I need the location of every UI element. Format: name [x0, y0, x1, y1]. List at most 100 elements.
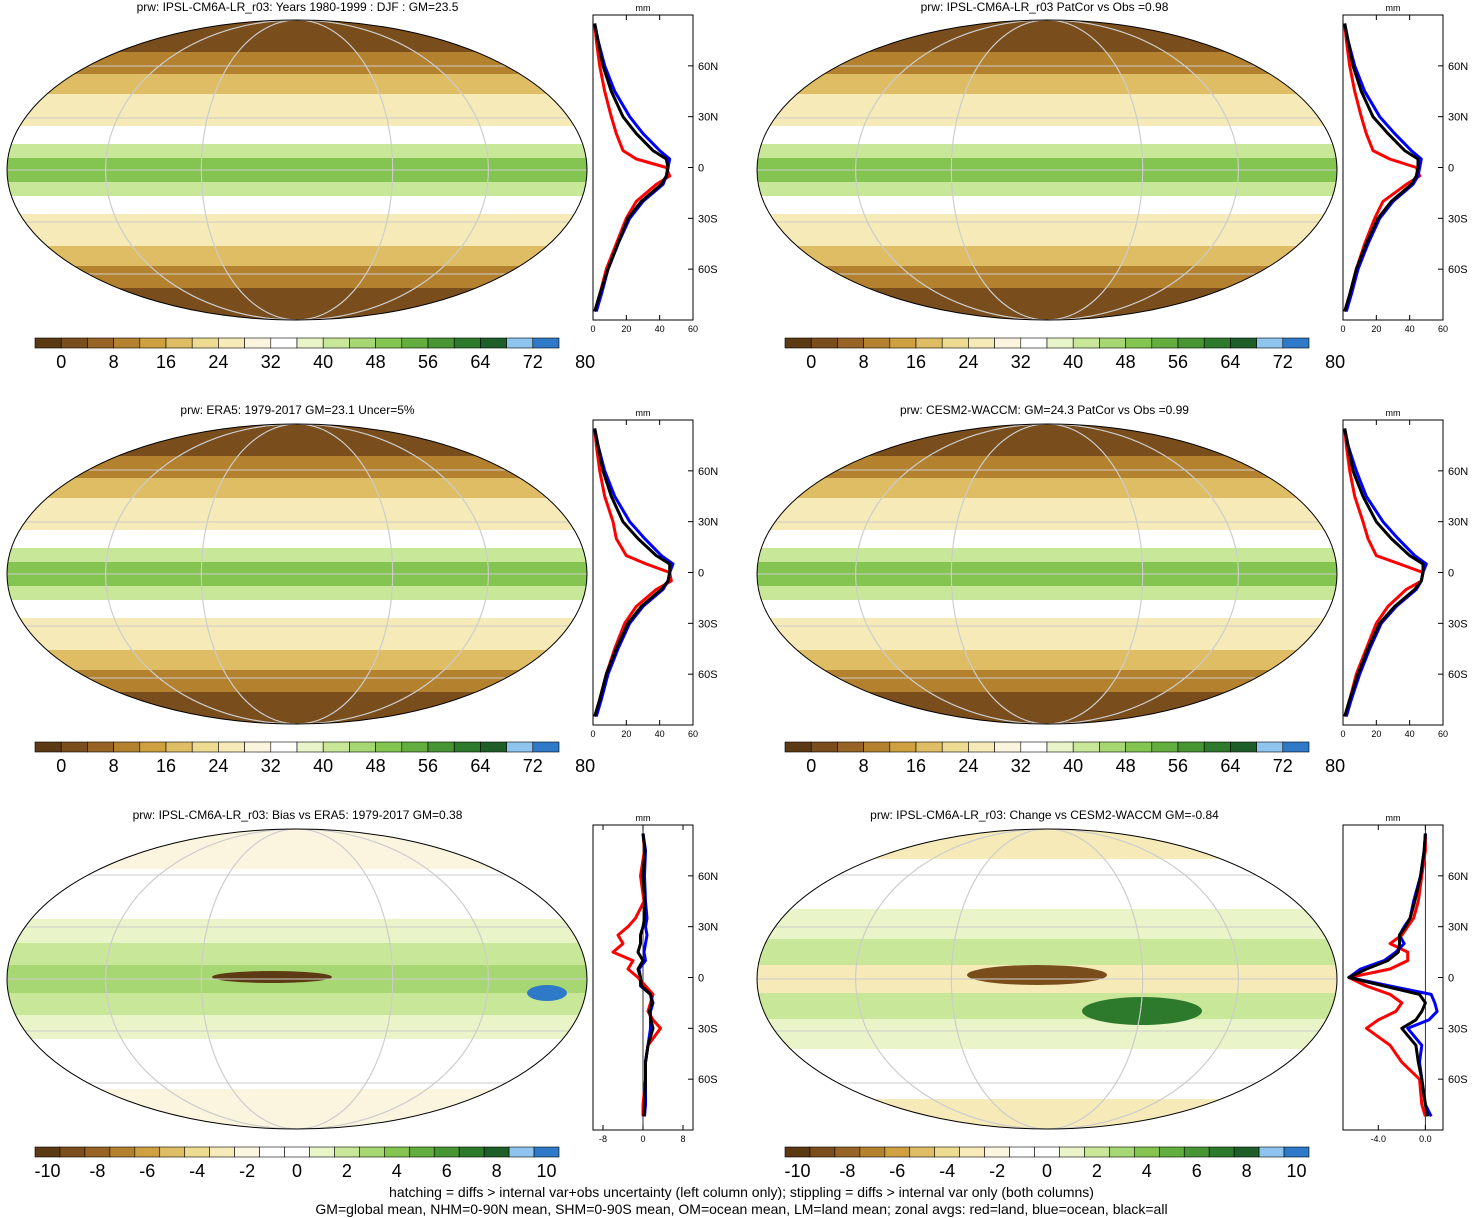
zonal-x-tick-label: 8 — [680, 1134, 685, 1144]
colorbar-swatch — [191, 741, 219, 753]
panel-1-zonal-profile: mm 60N 30N 0 30S 60S 0 20 40 60 — [590, 3, 718, 334]
colorbar-swatch — [810, 741, 838, 753]
colorbar-swatch — [1282, 741, 1310, 753]
colorbar-swatch — [334, 1146, 360, 1158]
colorbar-swatch — [1256, 741, 1284, 753]
zonal-lat-tick-label: 0 — [698, 973, 704, 985]
footer-line-2: GM=global mean, NHM=0-90N mean, SHM=0-90… — [315, 1201, 1168, 1217]
colorbar-tick-label: 72 — [523, 756, 543, 776]
colorbar-swatch — [1059, 1146, 1085, 1158]
zonal-lat-tick-label: 60S — [1448, 1074, 1468, 1086]
zonal-lat-tick-label: 30N — [698, 112, 718, 124]
colorbar-swatch — [968, 741, 995, 753]
zonal-lat-tick-label: 60N — [1448, 871, 1468, 883]
colorbar-tick-label: 48 — [366, 352, 386, 372]
zonal-lat-tick-label: 30N — [698, 517, 718, 529]
colorbar-tick-label: 56 — [418, 352, 438, 372]
zonal-lat-tick-label: 30S — [1448, 213, 1468, 225]
colorbar-tick-label: 0 — [292, 1161, 302, 1181]
colorbar-swatch — [1009, 1146, 1035, 1158]
colorbar-swatch — [1256, 337, 1284, 349]
zonal-x-tick-label: -4.0 — [1371, 1134, 1387, 1144]
panel-3-colorbar: 0 8 16 24 32 40 48 56 64 72 80 — [34, 741, 595, 776]
graticule-line — [950, 20, 1144, 320]
colorbar-tick-label: 56 — [1168, 352, 1188, 372]
graticule-line — [950, 424, 1144, 724]
colorbar-swatch — [234, 1146, 260, 1158]
zonal-lat-tick-label: 60S — [1448, 669, 1468, 681]
colorbar-swatch — [1046, 337, 1074, 349]
colorbar-swatch — [1177, 741, 1205, 753]
colorbar-swatch — [863, 741, 891, 753]
colorbar-tick-label: -8 — [89, 1161, 105, 1181]
colorbar-swatch — [984, 1146, 1010, 1158]
colorbar-swatch — [159, 1146, 186, 1158]
zonal-x-tick-label: 0 — [1340, 729, 1345, 739]
zonal-unit-label: mm — [1386, 3, 1401, 13]
colorbar-tick-label: 32 — [1011, 756, 1031, 776]
colorbar-swatch — [349, 337, 376, 349]
zonal-lat-tick-label: 0 — [1448, 163, 1454, 175]
map-anomaly — [527, 985, 567, 1001]
colorbar-tick-label: 48 — [1116, 756, 1136, 776]
zonal-lat-tick-label: 0 — [698, 163, 704, 175]
colorbar-swatch — [837, 337, 864, 349]
colorbar-tick-label: -8 — [839, 1161, 855, 1181]
colorbar-tick-label: 0 — [56, 756, 66, 776]
graticule-line — [200, 20, 394, 320]
colorbar-tick-label: 16 — [156, 756, 176, 776]
colorbar-swatch — [1183, 1146, 1210, 1158]
colorbar-swatch — [433, 1146, 460, 1158]
colorbar-swatch — [359, 1146, 385, 1158]
colorbar-swatch — [309, 1146, 335, 1158]
colorbar-swatch — [863, 337, 891, 349]
colorbar-swatch — [837, 741, 864, 753]
zonal-x-tick-label: 0 — [640, 1134, 645, 1144]
zonal-x-tick-label: -8 — [599, 1134, 607, 1144]
zonal-x-tick-label: 60 — [1438, 729, 1448, 739]
colorbar-tick-label: 72 — [1273, 352, 1293, 372]
panel-1-colorbar: 0 8 16 24 32 40 48 56 64 72 80 — [34, 337, 595, 372]
colorbar-swatch — [1125, 741, 1153, 753]
colorbar-swatch — [184, 1146, 210, 1158]
zonal-x-tick-label: 60 — [1438, 324, 1448, 334]
zonal-lat-tick-label: 60S — [1448, 264, 1468, 276]
panel-6-colorbar: -10 -8 -6 -4 -2 0 2 4 6 8 10 — [784, 1146, 1310, 1181]
panel-4-map — [756, 423, 1338, 725]
panel-2-zonal-profile: mm 60N 30N 0 30S 60S 0 20 40 60 — [1340, 3, 1468, 334]
colorbar-swatch — [322, 337, 350, 349]
zonal-line-all — [1343, 428, 1425, 717]
map-outline — [756, 423, 1338, 725]
colorbar-tick-label: 6 — [442, 1161, 452, 1181]
colorbar-tick-label: 16 — [906, 352, 926, 372]
graticule-line — [105, 829, 489, 1129]
colorbar-swatch — [259, 1146, 285, 1158]
colorbar-swatch — [165, 741, 193, 753]
map-outline — [6, 828, 588, 1130]
colorbar-tick-label: 32 — [261, 352, 281, 372]
panel-4-zonal-profile: mm 60N 30N 0 30S 60S 0 20 40 60 — [1340, 408, 1468, 739]
colorbar-swatch — [1177, 337, 1205, 349]
colorbar-tick-label: -10 — [34, 1161, 60, 1181]
colorbar-swatch — [209, 1146, 235, 1158]
colorbar-tick-label: -2 — [989, 1161, 1005, 1181]
colorbar-swatch — [34, 741, 62, 753]
colorbar-swatch — [59, 1146, 86, 1158]
zonal-x-tick-label: 20 — [1371, 729, 1381, 739]
colorbar-tick-label: 40 — [1063, 756, 1083, 776]
colorbar-tick-label: 8 — [1242, 1161, 1252, 1181]
panel-4-colorbar: 0 8 16 24 32 40 48 56 64 72 80 — [784, 741, 1345, 776]
colorbar-swatch — [915, 337, 943, 349]
colorbar-swatch — [533, 1146, 560, 1158]
colorbar-tick-label: 24 — [958, 352, 978, 372]
graticule-line — [855, 424, 1239, 724]
colorbar-swatch — [941, 741, 969, 753]
zonal-lat-tick-label: 30N — [1448, 922, 1468, 934]
zonal-line-all — [1343, 23, 1420, 312]
colorbar-swatch — [784, 337, 812, 349]
colorbar-swatch — [427, 337, 455, 349]
zonal-x-tick-label: 40 — [655, 729, 665, 739]
colorbar-swatch — [1099, 741, 1126, 753]
graticule-line — [105, 424, 489, 724]
zonal-lat-tick-label: 60N — [698, 61, 718, 73]
